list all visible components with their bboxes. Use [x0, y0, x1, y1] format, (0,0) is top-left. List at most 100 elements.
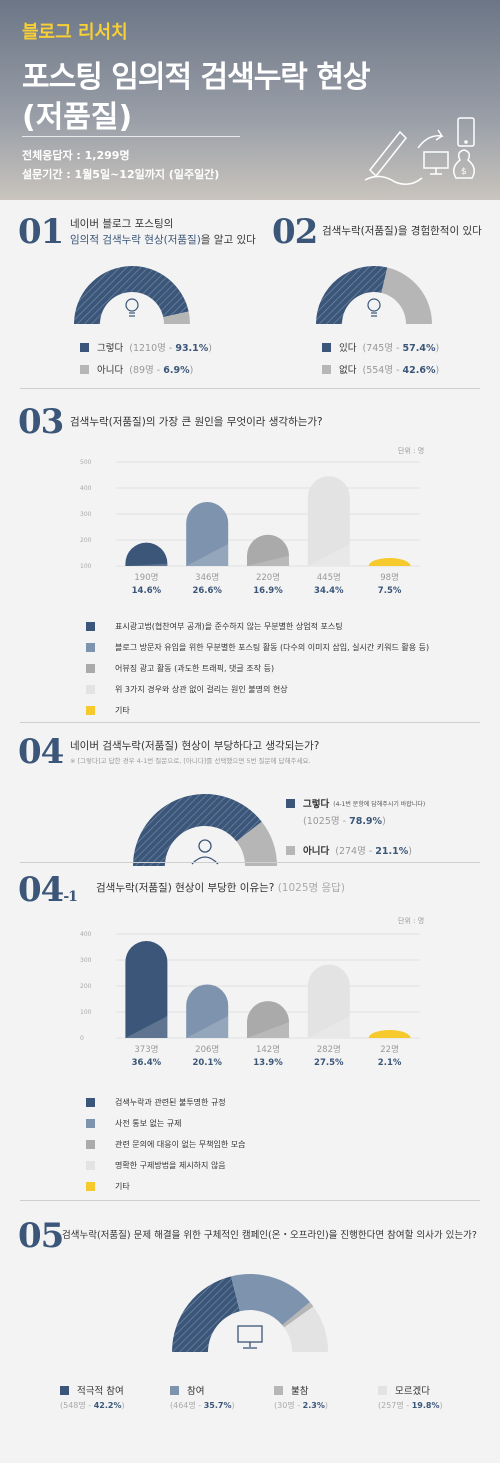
bar-count-label: 373명 [134, 1044, 158, 1055]
legend-swatch [378, 1385, 387, 1395]
legend-value: (464명 - 35.7%) [170, 1401, 235, 1410]
q1-arc-no [163, 311, 190, 324]
legend-swatch [86, 622, 95, 631]
header-illustration: $ [364, 117, 475, 185]
q1-legend: 그렇다 (1210명 - 93.1%) 아니다 (89명 - 6.9%) [80, 340, 212, 376]
bar-count-label: 220명 [256, 572, 280, 583]
bar [125, 542, 168, 566]
legend-label: 불참 [291, 1386, 309, 1397]
page-title: 포스팅 임의적 검색누락 현상 [22, 60, 371, 95]
section-divider [20, 1200, 480, 1201]
legend-value: (274명 - 21.1%) [335, 846, 412, 857]
y-tick-label: 100 [80, 1009, 92, 1016]
bar-pct-label: 20.1% [192, 1058, 222, 1068]
q4-note: ※ [그렇다]고 답한 경우 4-1번 질문으로, [아니다]를 선택했으면 5… [70, 757, 311, 765]
q41-question: 검색누락(저품질) 현상이 부당한 이유는? (1025명 응답) [96, 880, 345, 896]
y-tick-label: 300 [80, 957, 92, 964]
y-tick-label: 200 [80, 983, 92, 990]
q4-half-donut [133, 794, 277, 866]
money-bag-icon: $ [453, 149, 475, 179]
legend-label: 기타 [115, 1182, 130, 1191]
legend-swatch [322, 342, 331, 352]
bar-pct-label: 14.6% [132, 586, 162, 596]
bar-count-label: 346명 [195, 572, 219, 583]
bar [247, 534, 289, 566]
bar-pct-label: 13.9% [253, 1058, 283, 1068]
q1-number: 01 [18, 212, 64, 252]
q4-legend: 그렇다 (4-1번 문항에 답해주시기 바랍니다) (1025명 - 78.9%… [286, 796, 425, 857]
legend-swatch [80, 342, 89, 352]
period-text: 설문기간 : 1월5일~12일까지 (일주일간) [22, 168, 220, 181]
q41-unit: 단위 : 명 [398, 917, 425, 925]
q5-arc-active [172, 1276, 240, 1352]
legend-sub: (4-1번 문항에 답해주시기 바랍니다) [333, 800, 426, 808]
section-divider [20, 722, 480, 723]
legend-swatch [86, 664, 95, 673]
q41-num-suffix: -1 [63, 889, 78, 905]
section-divider [20, 388, 480, 389]
q5-question: 검색누락(저품질) 문제 해결을 위한 구체적인 캠페인(온・오프라인)을 진행… [62, 1230, 477, 1241]
monitor-icon [237, 1325, 263, 1349]
q5-arc-decline [282, 1302, 314, 1328]
q41-num-main: 04 [18, 870, 64, 910]
legend-value: (1025명 - 78.9%) [303, 816, 386, 827]
legend-value: (554명 - 42.6%) [362, 365, 440, 376]
q3-legend-1: 표시광고법(협찬여부 공개)을 준수하지 않는 무분별한 상업적 포스팅 [86, 616, 429, 637]
legend-swatch [170, 1385, 179, 1395]
y-tick-label: 100 [80, 563, 92, 570]
q3-legend: 표시광고법(협찬여부 공개)을 준수하지 않는 무분별한 상업적 포스팅 블로그… [86, 616, 429, 721]
legend-swatch [86, 1119, 95, 1128]
legend-value: (745명 - 57.4%) [362, 343, 440, 354]
legend-label: 검색누락과 관련된 불투명한 규정 [115, 1098, 226, 1107]
bar [247, 1001, 289, 1038]
legend-swatch [86, 685, 95, 694]
bar-shade [307, 1016, 350, 1038]
legend-value: (548명 - 42.2%) [60, 1401, 125, 1410]
q1-legend-no: 아니다 (89명 - 6.9%) [80, 362, 212, 376]
legend-label: 사전 통보 없는 규제 [115, 1119, 182, 1128]
q2-question: 검색누락(저품질)을 경험한적이 있다 [322, 225, 482, 237]
q41-text: 검색누락(저품질) 현상이 부당한 이유는? [96, 882, 275, 894]
q3-legend-3: 어뷰징 광고 활동 (과도한 트래픽, 댓글 조작 등) [86, 658, 429, 679]
q1-legend-yes: 그렇다 (1210명 - 93.1%) [80, 340, 212, 354]
bar-count-label: 142명 [256, 1044, 280, 1055]
bar-chart-svg: 400 300 200 100 0 373명 36.4% 206명 20.1% 142명 13.9%… [80, 931, 420, 1068]
legend-swatch [60, 1385, 69, 1395]
q41-note: (1025명 응답) [277, 882, 345, 894]
legend-label: 명확한 구제방법을 제시하지 않음 [115, 1161, 226, 1170]
q3-number: 03 [18, 402, 64, 442]
q5-legend-2: 참여 (464명 - 35.7%) [170, 1383, 274, 1411]
legend-swatch [322, 364, 331, 374]
legend-swatch [286, 798, 295, 808]
q41-bar-chart: 400 300 200 100 0 373명 36.4% 206명 20.1% 142명 13.9%… [80, 928, 420, 1088]
y-tick-label: 500 [80, 459, 92, 466]
q5-half-donut [172, 1274, 328, 1352]
y-tick-label: 200 [80, 537, 92, 544]
bar-shade [125, 563, 168, 566]
svg-text:$: $ [461, 167, 467, 177]
q5-legend-4: 모르겠다 (257명 - 19.8%) [378, 1383, 478, 1411]
q1-arc-yes [74, 265, 189, 324]
bar-chart-svg: 500 400 300 200 100 190명 14.6% 346명 26.6% 220명 16.… [80, 459, 420, 596]
q5-legend-3: 불참 (30명 - 2.3%) [274, 1383, 378, 1411]
q4-question: 네이버 검색누락(저품질) 현상이 부당하다고 생각되는가? [70, 740, 320, 752]
legend-label: 그렇다 [303, 799, 330, 810]
bar [186, 984, 229, 1038]
legend-label: 있다 [339, 343, 357, 354]
legend-label: 참여 [187, 1386, 205, 1397]
q2-arc-yes [316, 266, 388, 324]
bar-count-label: 190명 [134, 572, 158, 583]
q1-half-donut [74, 265, 190, 324]
legend-swatch [86, 1098, 95, 1107]
legend-label: 아니다 [303, 846, 330, 857]
bar-pct-label: 34.4% [314, 586, 344, 596]
bar-shade [186, 1016, 229, 1038]
q4-legend-yes-value: (1025명 - 78.9%) [303, 813, 425, 827]
q41-legend: 검색누락과 관련된 불투명한 규정 사전 통보 없는 규제 관련 문의에 대응이… [86, 1092, 245, 1197]
legend-label: 기타 [115, 706, 130, 715]
legend-label: 그렇다 [97, 343, 124, 354]
legend-swatch [86, 1161, 95, 1170]
legend-value: (1210명 - 93.1%) [129, 343, 213, 354]
phone-icon [457, 117, 475, 147]
legend-swatch [286, 845, 295, 855]
